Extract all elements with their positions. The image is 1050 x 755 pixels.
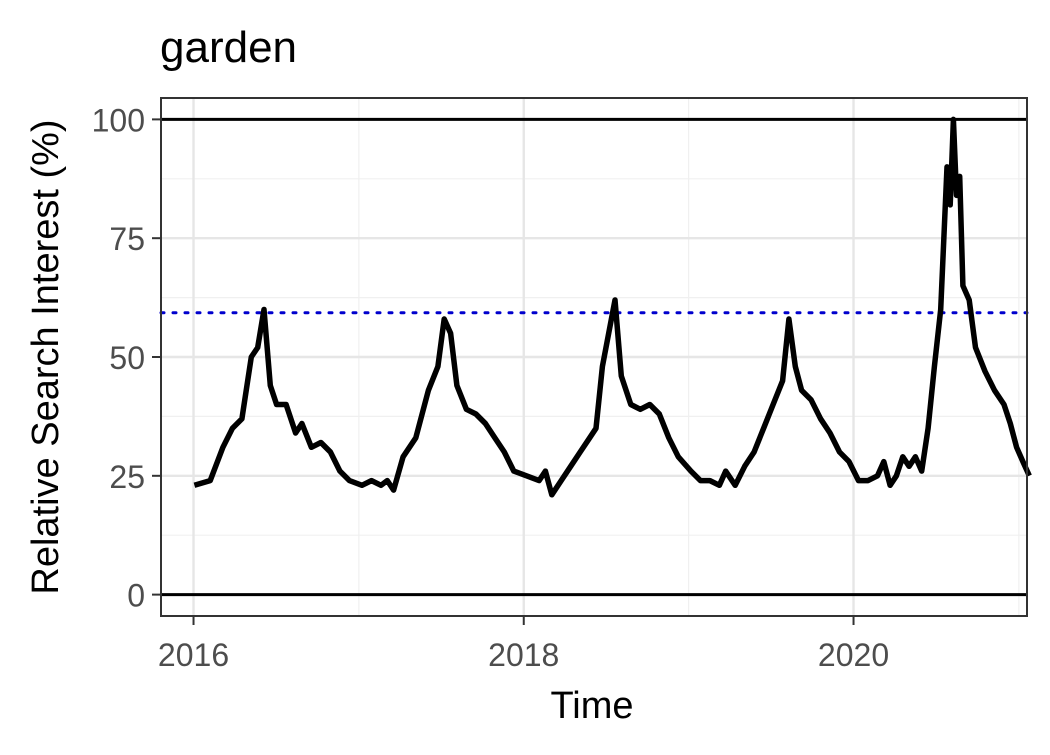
chart-title: garden (160, 23, 297, 72)
y-tick-label: 25 (109, 459, 145, 495)
x-tick-label: 2018 (488, 637, 559, 673)
y-tick-label: 100 (92, 102, 145, 138)
x-tick-label: 2016 (158, 637, 229, 673)
series-line-1 (193, 116, 1032, 498)
y-axis-title: Relative Search Interest (%) (25, 119, 67, 594)
x-tick-label: 2020 (818, 637, 889, 673)
y-tick-label: 75 (109, 221, 145, 257)
x-axis-title: Time (550, 685, 633, 727)
y-tick-label: 0 (127, 578, 145, 614)
y-tick-label: 50 (109, 340, 145, 376)
plot-area: 0 25 50 75 100 2016 2018 2020 (92, 97, 1032, 673)
